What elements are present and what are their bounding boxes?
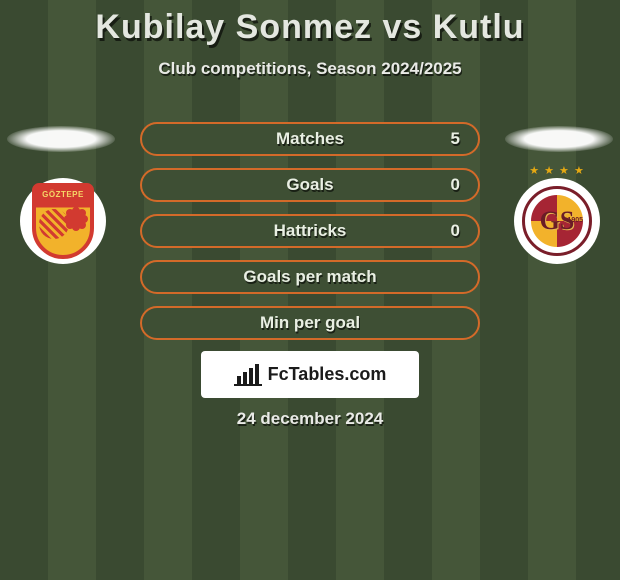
stat-label: Hattricks bbox=[274, 221, 347, 241]
stat-label: Matches bbox=[276, 129, 344, 149]
goztepe-sun-icon bbox=[66, 209, 86, 229]
stat-pill: Min per goal bbox=[140, 306, 480, 340]
team-badge-right: ★ ★ ★ ★ GS 1905 bbox=[514, 178, 600, 264]
stat-pill-list: Matches 5 Goals 0 Hattricks 0 Goals per … bbox=[140, 122, 480, 352]
stat-pill: Goals 0 bbox=[140, 168, 480, 202]
stat-pill: Hattricks 0 bbox=[140, 214, 480, 248]
goztepe-crest: GÖZTEPE bbox=[32, 183, 94, 259]
comparison-date: 24 december 2024 bbox=[0, 409, 620, 429]
stat-value-right: 5 bbox=[451, 129, 460, 149]
goztepe-crest-text: GÖZTEPE bbox=[36, 190, 90, 199]
badge-disc: ★ ★ ★ ★ GS 1905 bbox=[514, 178, 600, 264]
shadow-ellipse-left bbox=[7, 126, 115, 152]
badge-disc: GÖZTEPE bbox=[20, 178, 106, 264]
stat-label: Goals bbox=[286, 175, 333, 195]
brand-bar-chart-icon bbox=[234, 364, 262, 386]
stat-value-right: 0 bbox=[451, 175, 460, 195]
stat-pill: Matches 5 bbox=[140, 122, 480, 156]
stat-label: Goals per match bbox=[243, 267, 376, 287]
brand-label: FcTables.com bbox=[268, 364, 387, 385]
stat-label: Min per goal bbox=[260, 313, 360, 333]
galatasaray-stars-icon: ★ ★ ★ ★ bbox=[514, 164, 600, 177]
galatasaray-ring: GS 1905 bbox=[522, 186, 592, 256]
galatasaray-year: 1905 bbox=[567, 217, 583, 224]
team-badge-left: GÖZTEPE bbox=[20, 178, 106, 264]
brand-box: FcTables.com bbox=[201, 351, 419, 398]
goztepe-ball-icon bbox=[39, 209, 69, 239]
shadow-ellipse-right bbox=[505, 126, 613, 152]
page-title: Kubilay Sonmez vs Kutlu bbox=[0, 0, 620, 47]
stat-value-right: 0 bbox=[451, 221, 460, 241]
page-subtitle: Club competitions, Season 2024/2025 bbox=[0, 59, 620, 79]
stat-pill: Goals per match bbox=[140, 260, 480, 294]
